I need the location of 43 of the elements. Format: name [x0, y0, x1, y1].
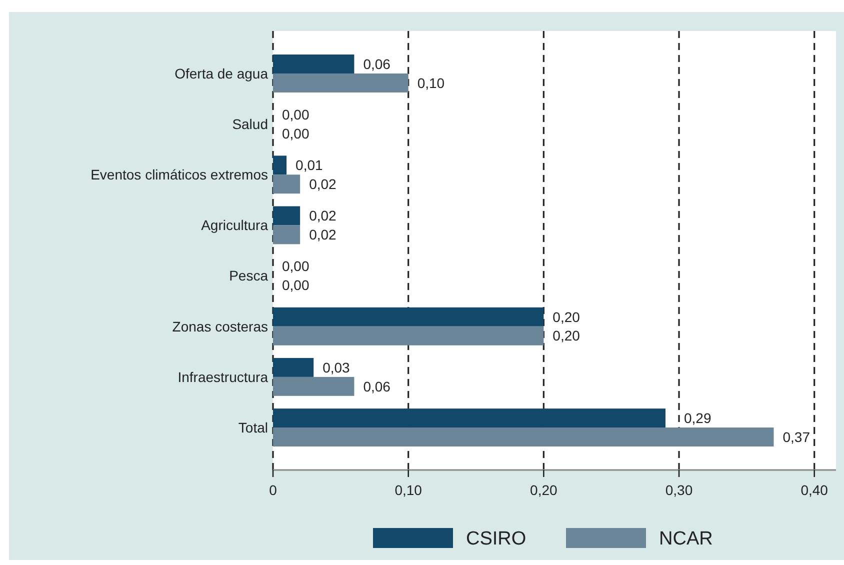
bar — [273, 307, 544, 326]
data-label: 0,37 — [782, 428, 810, 445]
bar — [273, 428, 774, 446]
x-tick-label: 0,40 — [800, 482, 828, 498]
bar — [273, 326, 544, 346]
data-label: 0,06 — [363, 56, 391, 72]
bar — [273, 376, 354, 396]
bar — [273, 73, 408, 92]
bar — [273, 358, 314, 377]
bar — [273, 54, 354, 74]
x-tick-label: 0,20 — [530, 482, 558, 498]
y-tick-label: Eventos climáticos extremos — [90, 166, 268, 183]
y-tick-label: Pesca — [229, 268, 268, 284]
data-label: 0,00 — [282, 125, 310, 142]
data-label: 0,29 — [684, 410, 712, 426]
y-tick-label: Total — [238, 419, 268, 436]
data-label: 0,02 — [309, 176, 337, 192]
data-label: 0,20 — [552, 328, 580, 344]
y-tick-label: Agricultura — [201, 217, 268, 234]
legend-label: NCAR — [659, 528, 713, 550]
y-tick-label: Salud — [232, 116, 268, 132]
data-label: 0,10 — [417, 74, 445, 91]
data-label: 0,00 — [282, 106, 310, 122]
data-label: 0,02 — [309, 226, 337, 243]
data-label: 0,06 — [363, 378, 391, 394]
y-tick-label: Oferta de agua — [174, 65, 268, 82]
data-label: 0,20 — [552, 308, 580, 325]
bar — [273, 408, 666, 428]
x-tick-label: 0 — [269, 482, 278, 498]
data-label: 0,00 — [282, 258, 310, 274]
bar — [273, 225, 300, 244]
data-label: 0,01 — [296, 157, 323, 174]
x-tick-label: 0,10 — [394, 482, 422, 498]
bar — [273, 156, 287, 175]
bar — [273, 206, 300, 226]
bar — [273, 174, 300, 194]
data-label: 0,00 — [282, 277, 310, 294]
legend-label: CSIRO — [466, 528, 526, 550]
x-tick-label: 0,30 — [665, 482, 693, 498]
y-tick-label: Zonas costeras — [172, 318, 268, 334]
data-label: 0,02 — [309, 208, 337, 224]
data-label: 0,03 — [322, 359, 350, 376]
y-tick-label: Infraestructura — [178, 368, 268, 385]
